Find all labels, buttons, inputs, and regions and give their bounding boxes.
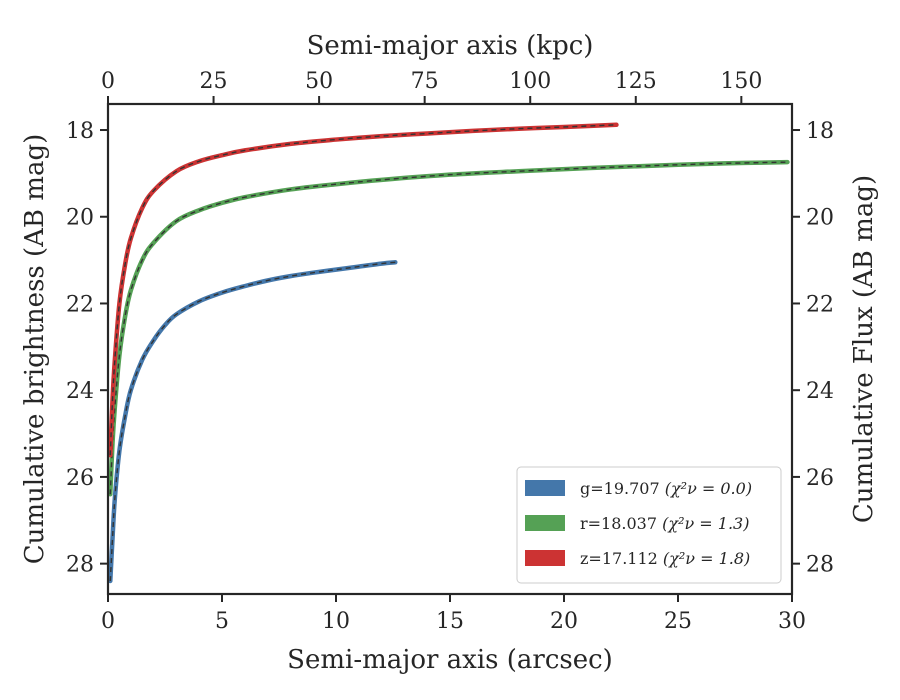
x-tick-label-2: 10 (322, 609, 350, 634)
y2-tick-label-3: 24 (806, 379, 834, 404)
y-axis-label: Cumulative brightness (AB mag) (20, 134, 50, 565)
series-fit-z (109, 124, 617, 456)
series-fit-r (109, 161, 788, 495)
y-tick-label-0: 18 (66, 119, 94, 144)
legend-swatch-g (525, 480, 565, 496)
y2-tick-label-4: 26 (806, 466, 834, 491)
y-tick-label-3: 24 (66, 379, 94, 404)
x2-tick-label-3: 75 (411, 69, 439, 94)
x-tick-label-5: 25 (664, 609, 692, 634)
legend-box (516, 466, 782, 584)
x2-tick-label-6: 150 (720, 69, 762, 94)
y-tick-label-4: 26 (66, 466, 94, 491)
x-tick-label-1: 5 (215, 609, 229, 634)
x-tick-label-6: 30 (778, 609, 806, 634)
x2-axis-label: Semi-major axis (kpc) (307, 31, 594, 61)
x2-tick-label-2: 50 (305, 69, 333, 94)
y2-axis-label: Cumulative Flux (AB mag) (849, 175, 879, 523)
series-line-g (108, 260, 398, 584)
x2-tick-label-1: 25 (200, 69, 228, 94)
series-fit-g (109, 261, 396, 582)
legend-swatch-z (525, 550, 565, 566)
legend-label-g: g=19.707 (χ²ν = 0.0) (580, 479, 752, 498)
y-tick-label-5: 28 (66, 553, 94, 578)
x2-tick-label-5: 125 (615, 69, 657, 94)
x-axis-label: Semi-major axis (arcsec) (287, 645, 613, 675)
legend-label-r: r=18.037 (χ²ν = 1.3) (580, 514, 749, 533)
y2-tick-label-2: 22 (806, 292, 834, 317)
x-tick-label-0: 0 (101, 609, 115, 634)
x2-tick-label-4: 100 (509, 69, 551, 94)
y2-tick-label-5: 28 (806, 553, 834, 578)
legend-swatch-r (525, 515, 565, 531)
legend: g=19.707 (χ²ν = 0.0) r=18.037 (χ²ν = 1.3)… (516, 466, 782, 584)
x2-tick-label-0: 0 (101, 69, 115, 94)
y-tick-label-2: 22 (66, 292, 94, 317)
x-tick-label-3: 15 (436, 609, 464, 634)
legend-label-z: z=17.112 (χ²ν = 1.8) (580, 549, 750, 568)
series-line-z (108, 122, 619, 458)
y2-tick-label-1: 20 (806, 206, 834, 231)
y2-tick-label-0: 18 (806, 119, 834, 144)
y-tick-label-1: 20 (66, 206, 94, 231)
series-line-r (108, 159, 790, 497)
x-tick-label-4: 20 (550, 609, 578, 634)
